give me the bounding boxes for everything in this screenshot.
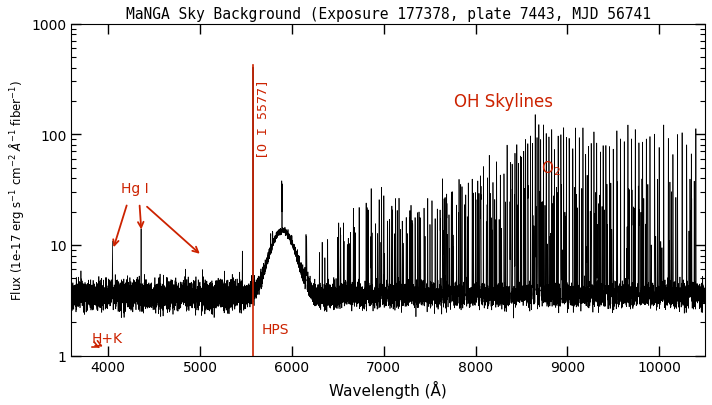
- Text: Hg I: Hg I: [121, 182, 149, 196]
- X-axis label: Wavelength (Å): Wavelength (Å): [330, 380, 447, 398]
- Y-axis label: Flux (1e-17 erg s$^{-1}$ cm$^{-2}$ $\AA^{-1}$ fiber$^{-1}$): Flux (1e-17 erg s$^{-1}$ cm$^{-2}$ $\AA^…: [7, 80, 26, 300]
- Text: HPS: HPS: [261, 322, 289, 336]
- Title: MaNGA Sky Background (Exposure 177378, plate 7443, MJD 56741: MaNGA Sky Background (Exposure 177378, p…: [126, 7, 651, 22]
- Text: O$_2$: O$_2$: [541, 159, 561, 177]
- Text: OH Skylines: OH Skylines: [454, 93, 553, 111]
- Text: [O I 5577]: [O I 5577]: [256, 79, 269, 159]
- Text: H+K: H+K: [92, 331, 122, 345]
